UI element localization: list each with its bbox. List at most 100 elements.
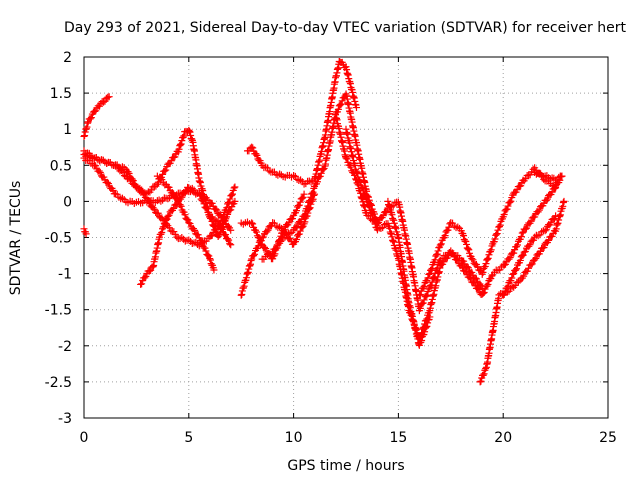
data-point (484, 280, 492, 288)
data-point (228, 191, 236, 199)
data-point (295, 201, 303, 209)
data-point (347, 163, 355, 171)
data-point (167, 227, 175, 235)
data-point (520, 272, 528, 280)
data-point (185, 219, 193, 227)
data-point (196, 191, 204, 199)
data-point (427, 281, 435, 289)
data-point (231, 183, 239, 191)
data-point (175, 145, 183, 153)
series-track-13 (342, 125, 566, 342)
data-point (510, 249, 518, 257)
data-point (162, 166, 170, 174)
data-point (178, 193, 186, 201)
data-point (535, 206, 543, 214)
x-tick-label: 10 (285, 430, 303, 446)
data-point (548, 188, 556, 196)
data-point (104, 180, 112, 188)
data-point (460, 257, 468, 265)
data-point (506, 254, 514, 262)
data-point (423, 322, 431, 330)
data-point (472, 275, 480, 283)
data-point (415, 291, 423, 299)
data-point (206, 255, 214, 263)
data-point (165, 211, 173, 219)
data-point (424, 319, 432, 327)
data-point (370, 216, 378, 224)
data-point (171, 153, 179, 161)
data-point (416, 290, 424, 298)
data-point (137, 280, 145, 288)
data-point (377, 225, 385, 233)
data-point (470, 279, 478, 287)
data-point (425, 270, 433, 278)
data-point (150, 205, 158, 213)
data-point (168, 189, 176, 197)
data-point (528, 260, 536, 268)
data-point (165, 224, 173, 232)
data-point (504, 202, 512, 210)
y-tick-label: -2.5 (45, 375, 72, 391)
data-point (516, 256, 524, 264)
data-point (480, 289, 488, 297)
data-point (529, 236, 537, 244)
data-point (207, 260, 215, 268)
data-point (464, 245, 472, 253)
data-point (529, 165, 537, 173)
data-point (156, 175, 164, 183)
data-point (542, 226, 550, 234)
x-tick-label: 0 (80, 430, 89, 446)
data-point (427, 266, 435, 274)
data-point (422, 292, 430, 300)
data-point (505, 255, 513, 263)
data-point (296, 227, 304, 235)
series-track-5 (80, 147, 239, 250)
data-point (293, 222, 301, 230)
data-point (248, 219, 256, 227)
data-point (300, 190, 308, 198)
series-track-15 (415, 164, 560, 299)
data-point (520, 248, 528, 256)
data-point (482, 260, 490, 268)
data-point (416, 304, 424, 312)
series-track-2 (80, 225, 90, 238)
data-point (474, 284, 482, 292)
data-point (202, 247, 210, 255)
data-point (227, 226, 235, 234)
data-point (506, 198, 514, 206)
data-point (514, 278, 522, 286)
series-track-10 (243, 58, 360, 188)
data-point (225, 236, 233, 244)
data-point (147, 266, 155, 274)
data-point (212, 205, 220, 213)
data-point (527, 217, 535, 225)
data-point (484, 254, 492, 262)
data-point (552, 212, 560, 220)
data-point (217, 224, 225, 232)
data-point (531, 256, 539, 264)
data-point (154, 209, 162, 217)
y-tick-label: 0 (63, 194, 72, 210)
data-point (206, 256, 214, 264)
data-point (483, 282, 491, 290)
data-point (526, 241, 534, 249)
data-point (522, 175, 530, 183)
data-point (486, 247, 494, 255)
data-point (299, 193, 307, 201)
data-point (465, 273, 473, 281)
data-point (342, 154, 350, 162)
data-point (352, 168, 360, 176)
data-point (176, 141, 184, 149)
data-point (511, 281, 519, 289)
data-point (421, 328, 429, 336)
y-tick-label: 2 (63, 50, 72, 66)
data-point (534, 208, 542, 216)
data-point (482, 365, 490, 373)
data-point (356, 178, 364, 186)
data-point (119, 168, 127, 176)
data-point (426, 269, 434, 277)
data-point (82, 230, 90, 238)
data-point (468, 255, 476, 263)
series-track-14 (384, 197, 434, 349)
data-point (512, 266, 520, 274)
